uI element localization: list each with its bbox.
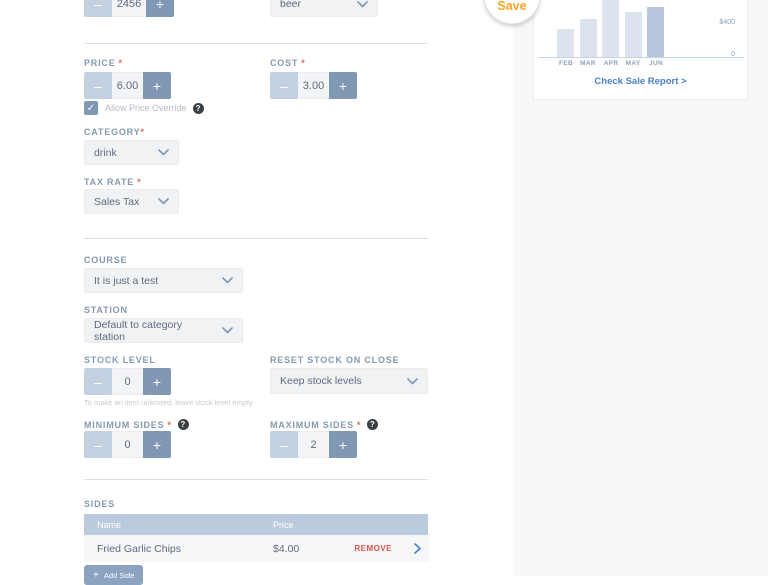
divider bbox=[84, 479, 428, 480]
quantity-minus-button[interactable]: – bbox=[84, 0, 112, 17]
course-label: COURSE bbox=[84, 255, 128, 265]
price-minus-button[interactable]: – bbox=[84, 72, 112, 99]
quantity-stepper[interactable]: – 2456 + bbox=[84, 0, 174, 17]
allow-price-override-checkbox[interactable]: ✓ bbox=[84, 101, 98, 115]
plus-icon: + bbox=[93, 569, 99, 581]
price-stepper[interactable]: – 6.00 + bbox=[84, 72, 171, 99]
add-side-button-label: Add Side bbox=[103, 570, 135, 580]
chart-bar-may bbox=[625, 12, 642, 57]
maximum-sides-stepper[interactable]: – 2 + bbox=[270, 431, 357, 458]
divider bbox=[84, 238, 428, 239]
chart-axis-line bbox=[538, 57, 744, 58]
course-dropdown-value: It is just a test bbox=[94, 274, 159, 287]
allow-price-override-row: ✓ Allow Price Override ? bbox=[84, 101, 204, 115]
minimum-sides-label: MINIMUM SIDES * ? bbox=[84, 419, 189, 430]
category-label: CATEGORY * bbox=[84, 127, 145, 137]
cost-minus-button[interactable]: – bbox=[270, 72, 298, 99]
chart-bar-feb bbox=[557, 29, 574, 57]
station-dropdown[interactable]: Default to category station bbox=[84, 318, 243, 343]
course-dropdown[interactable]: It is just a test bbox=[84, 268, 243, 293]
category-dropdown[interactable]: drink bbox=[84, 140, 179, 165]
cost-plus-button[interactable]: + bbox=[329, 72, 357, 99]
save-button-label: Save bbox=[497, 0, 527, 13]
category-dropdown-value: drink bbox=[94, 146, 117, 159]
quantity-plus-button[interactable]: + bbox=[146, 0, 174, 17]
chevron-down-icon bbox=[158, 149, 169, 156]
x-tick-label: JUN bbox=[649, 60, 663, 67]
max-sides-plus-button[interactable]: + bbox=[329, 431, 357, 458]
sides-label: SIDES bbox=[84, 499, 116, 509]
chevron-down-icon bbox=[222, 327, 233, 334]
y-tick-400: $400 bbox=[719, 19, 735, 26]
chart-bar-jun bbox=[647, 7, 664, 57]
column-header-name: Name bbox=[97, 519, 122, 530]
x-tick-label: MAR bbox=[580, 60, 596, 67]
tax-rate-dropdown-value: Sales Tax bbox=[94, 195, 140, 208]
x-tick-label: FEB bbox=[559, 60, 573, 67]
chevron-down-icon bbox=[222, 277, 233, 284]
maximum-sides-label: MAXIMUM SIDES * ? bbox=[270, 419, 379, 430]
max-sides-value[interactable]: 2 bbox=[298, 431, 329, 458]
stock-plus-button[interactable]: + bbox=[143, 368, 171, 395]
stock-value[interactable]: 0 bbox=[112, 368, 143, 395]
tax-rate-label: TAX RATE * bbox=[84, 177, 142, 187]
chart-bar-apr bbox=[602, 0, 619, 57]
chevron-down-icon bbox=[407, 377, 418, 384]
allow-price-override-label: Allow Price Override bbox=[105, 103, 187, 113]
side-name: Fried Garlic Chips bbox=[97, 542, 182, 555]
min-sides-minus-button[interactable]: – bbox=[84, 431, 112, 458]
sales-report-card: FEB MAR APR MAY JUN $400 0 Check Sale Report… bbox=[533, 0, 748, 100]
help-icon[interactable]: ? bbox=[367, 419, 379, 430]
chevron-down-icon bbox=[357, 0, 368, 7]
price-plus-button[interactable]: + bbox=[143, 72, 171, 99]
column-header-price: Price bbox=[273, 519, 294, 530]
minimum-sides-stepper[interactable]: – 0 + bbox=[84, 431, 171, 458]
min-sides-value[interactable]: 0 bbox=[112, 431, 143, 458]
add-side-button[interactable]: + Add Side bbox=[84, 565, 144, 585]
chart-bar-mar bbox=[580, 19, 597, 57]
tax-rate-dropdown[interactable]: Sales Tax bbox=[84, 189, 179, 214]
table-row[interactable]: Fried Garlic Chips $4.00 REMOVE bbox=[84, 535, 430, 562]
quantity-value[interactable]: 2456 bbox=[112, 0, 146, 17]
max-sides-minus-button[interactable]: – bbox=[270, 431, 298, 458]
unit-dropdown-value: beer bbox=[280, 0, 302, 10]
cost-value[interactable]: 3.00 bbox=[298, 72, 329, 99]
min-sides-plus-button[interactable]: + bbox=[143, 431, 171, 458]
remove-button[interactable]: REMOVE bbox=[354, 544, 392, 553]
cost-label: COST * bbox=[270, 58, 306, 68]
stock-level-stepper[interactable]: – 0 + bbox=[84, 368, 171, 395]
divider bbox=[84, 43, 428, 44]
check-sale-report-link[interactable]: Check Sale Report > bbox=[594, 76, 687, 87]
help-icon[interactable]: ? bbox=[177, 419, 189, 430]
price-label: PRICE * bbox=[84, 58, 123, 68]
stock-level-helper: To make an item unlimited, leave stock l… bbox=[84, 398, 253, 407]
station-label: STATION bbox=[84, 305, 128, 315]
chevron-down-icon bbox=[158, 198, 169, 205]
reset-stock-dropdown-value: Keep stock levels bbox=[280, 375, 362, 387]
reset-stock-label: RESET STOCK ON CLOSE bbox=[270, 355, 400, 365]
stock-minus-button[interactable]: – bbox=[84, 368, 112, 395]
reset-stock-dropdown[interactable]: Keep stock levels bbox=[270, 368, 428, 394]
price-value[interactable]: 6.00 bbox=[112, 72, 143, 99]
cost-stepper[interactable]: – 3.00 + bbox=[270, 72, 357, 99]
chevron-right-icon[interactable] bbox=[414, 543, 421, 554]
x-tick-label: APR bbox=[603, 60, 619, 67]
stock-level-label: STOCK LEVEL bbox=[84, 355, 156, 365]
x-tick-label: MAY bbox=[625, 60, 641, 67]
side-price: $4.00 bbox=[273, 542, 300, 555]
sides-table-header: Name Price bbox=[84, 514, 428, 535]
station-dropdown-value: Default to category station bbox=[94, 318, 183, 343]
y-tick-0: 0 bbox=[731, 51, 735, 58]
help-icon[interactable]: ? bbox=[192, 102, 204, 114]
unit-dropdown[interactable]: beer bbox=[270, 0, 378, 17]
